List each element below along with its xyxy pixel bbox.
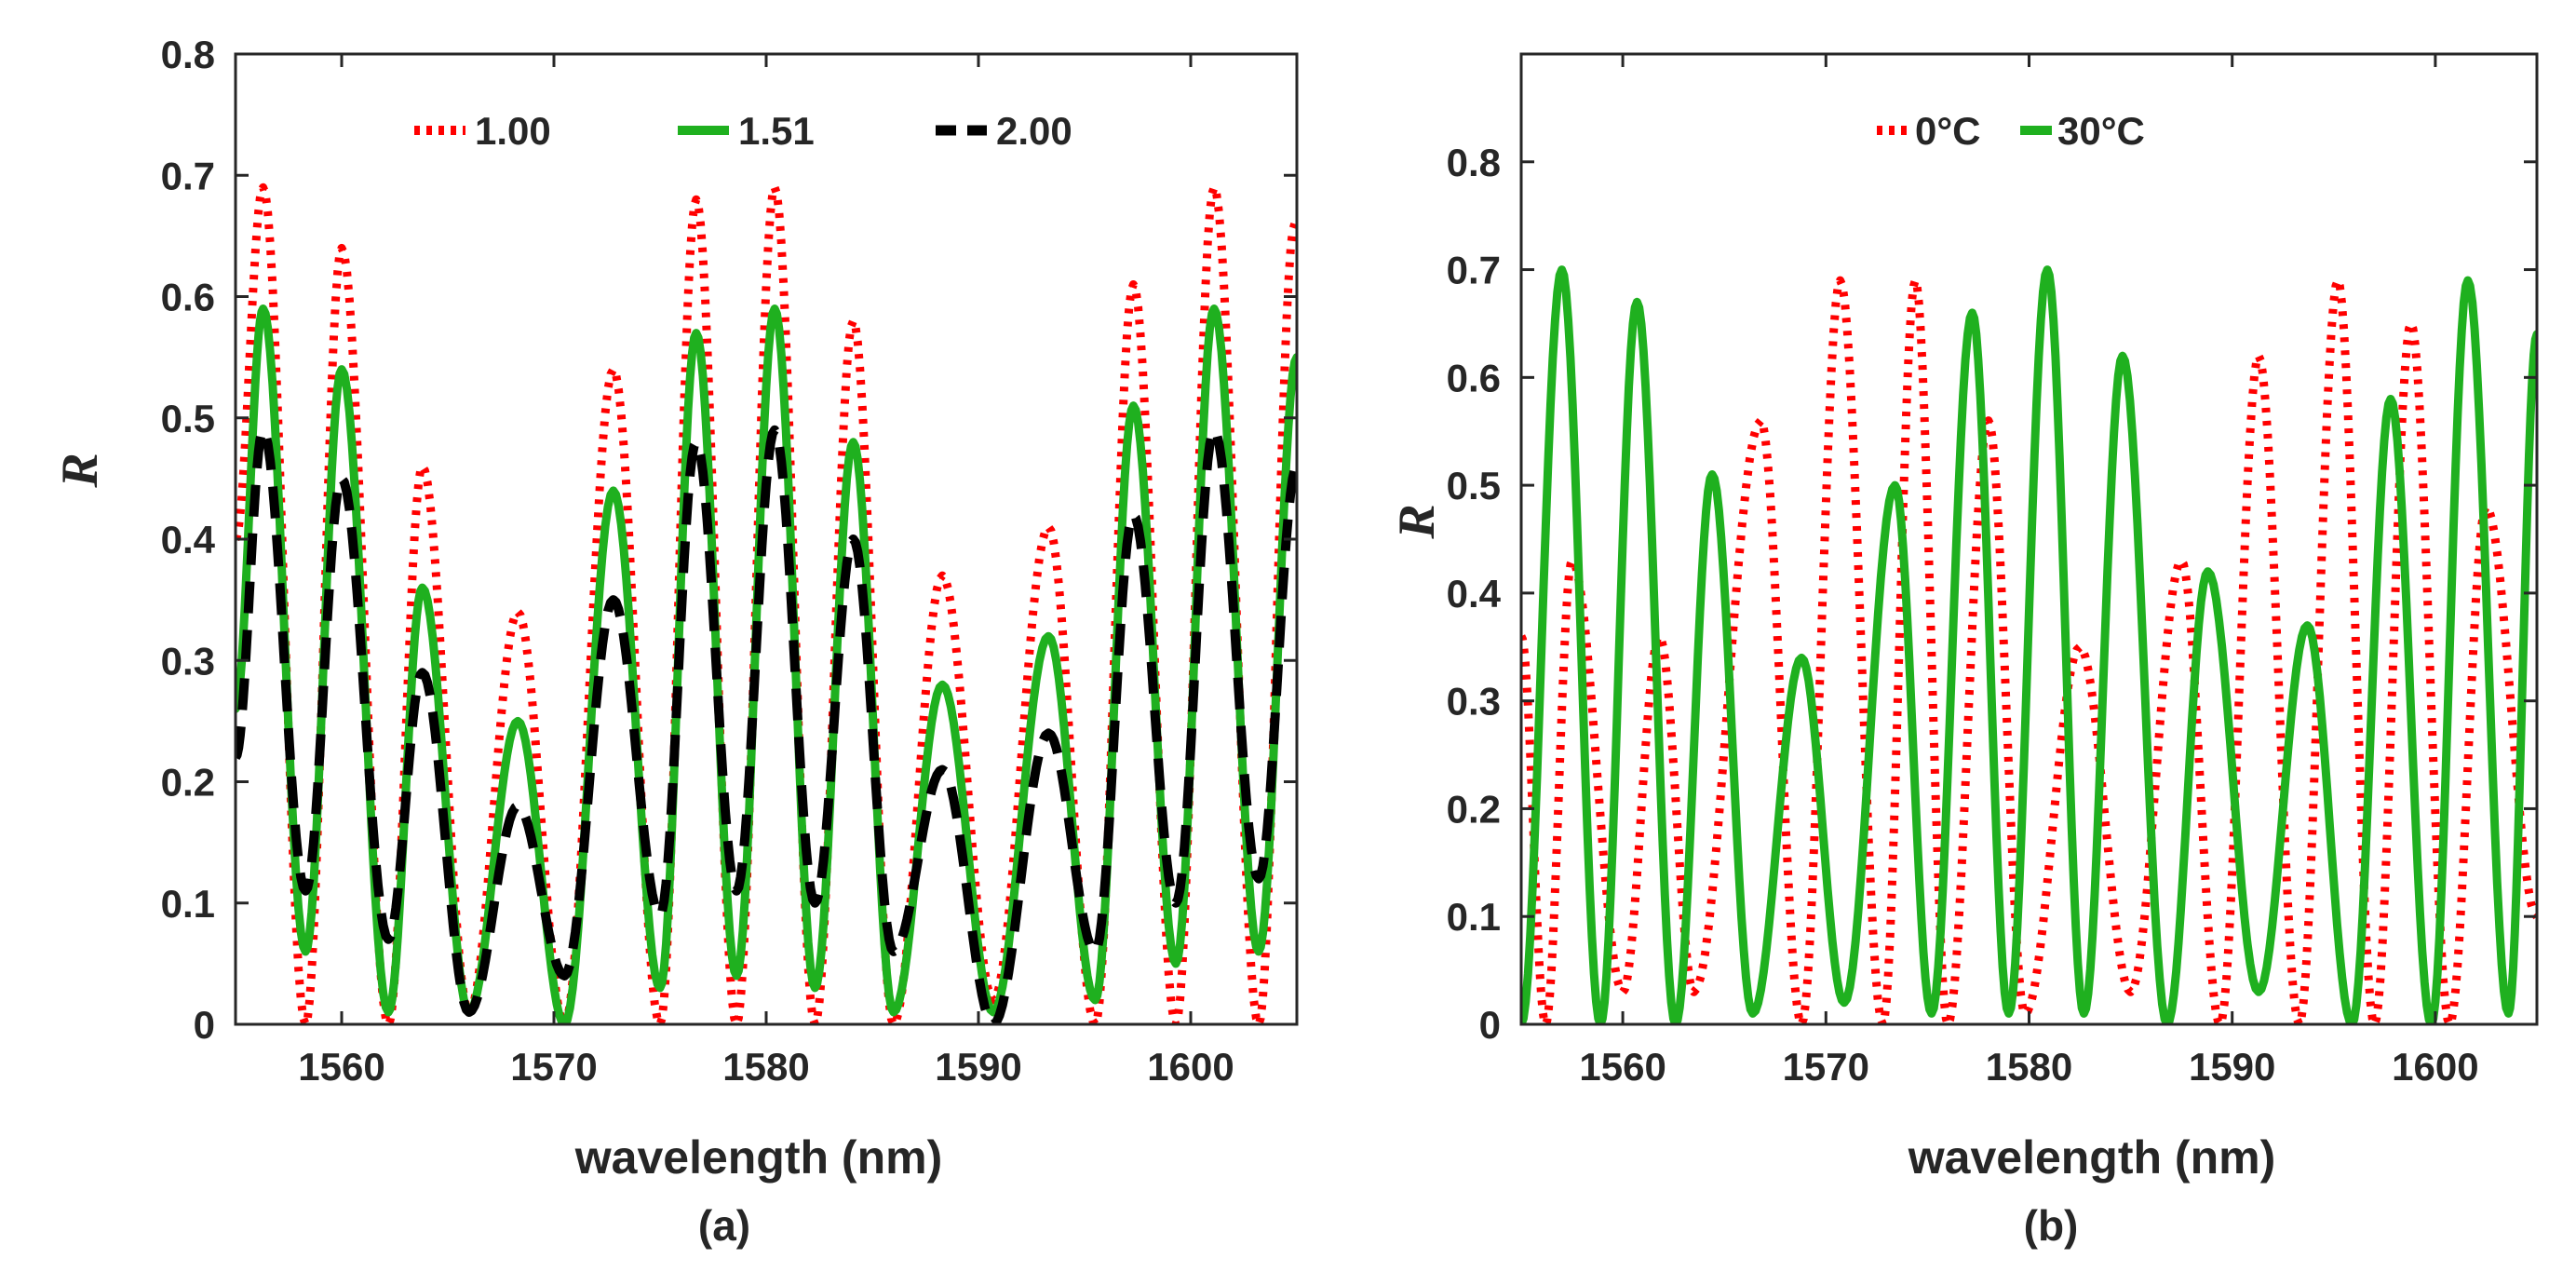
panel-a-ytick-label: 0.3: [161, 639, 215, 683]
panel-b-xtick-label: 1600: [2392, 1045, 2478, 1089]
panel-a-legend-label-1: 1.00: [475, 109, 551, 153]
panel-b-ticks: 1560 1570 1580 1590 1600 0 0.1 0.2 0.3 0.4 0.5 0.6 0…: [1447, 54, 2537, 1089]
panel-a-ytick-label: 0: [194, 1003, 215, 1047]
panel-a-ytick-label: 0.8: [161, 33, 215, 76]
panel-a-xlabel: wavelength (nm): [574, 1131, 942, 1184]
panel-b-legend: 0°C 30°C: [1877, 109, 2145, 153]
panel-b-xtick-label: 1560: [1579, 1045, 1666, 1089]
panel-a-xtick-label: 1600: [1147, 1045, 1234, 1089]
panel-b-xlabel: wavelength (nm): [1908, 1131, 2275, 1184]
panel-b-ytick-label: 0.5: [1447, 464, 1501, 507]
panel-b-series-2-line: [1521, 265, 2537, 1024]
panel-a-ylabel: R: [51, 453, 109, 488]
panel-a-ytick-label: 0.4: [161, 518, 216, 562]
panel-a-series-3-line: [236, 425, 1297, 1024]
panel-a-ytick-label: 0.7: [161, 154, 215, 197]
panel-b-ytick-label: 0.3: [1447, 680, 1501, 724]
panel-b-ytick-label: 0.4: [1447, 572, 1502, 616]
panel-b-ytick-label: 0.1: [1447, 895, 1501, 939]
panel-b-xtick-label: 1590: [2189, 1045, 2275, 1089]
panel-b-ytick-label: 0.6: [1447, 356, 1501, 399]
panel-b-xtick-label: 1570: [1783, 1045, 1869, 1089]
panel-a-xtick-label: 1560: [298, 1045, 384, 1089]
panel-b-ytick-label: 0.2: [1447, 787, 1501, 831]
panel-b-ytick-label: 0.8: [1447, 141, 1501, 184]
panel-b-ytick-label: 0.7: [1447, 249, 1501, 292]
panel-a-ytick-label: 0.6: [161, 276, 215, 319]
panel-a-legend: 1.00 1.51 2.00: [414, 109, 1072, 153]
panel-a-caption: (a): [698, 1201, 750, 1250]
panel-b-caption: (b): [2024, 1201, 2079, 1250]
panel-b-xtick-label: 1580: [1986, 1045, 2072, 1089]
panel-b-legend-label-1: 0°C: [1915, 109, 1981, 153]
panel-a-ticks: 1560 1570 1580 1590 1600 0 0.1 0.2 0.3 0.4 0.5 0.6 0…: [161, 33, 1297, 1089]
panel-a-ytick-label: 0.1: [161, 882, 215, 926]
panel-a-xtick-label: 1580: [722, 1045, 809, 1089]
panel-a-ytick-label: 0.5: [161, 397, 215, 440]
panel-b-ylabel: R: [1388, 504, 1446, 539]
panel-a-legend-label-3: 2.00: [996, 109, 1072, 153]
panel-a-xtick-label: 1570: [510, 1045, 597, 1089]
panel-a-series-layer: [236, 183, 1297, 1024]
panel-b-series-layer: [1521, 265, 2537, 1024]
panel-a: 1560 1570 1580 1590 1600 0 0.1 0.2 0.3 0.4 0.5 0.6 0…: [51, 33, 1299, 1250]
panel-b-ytick-label: 0: [1479, 1003, 1501, 1047]
panel-b: 1560 1570 1580 1590 1600 0 0.1 0.2 0.3 0.4 0.5 0.6 0…: [1388, 52, 2539, 1250]
panel-a-ytick-label: 0.2: [161, 761, 215, 805]
panel-a-xtick-label: 1590: [935, 1045, 1021, 1089]
panel-a-legend-label-2: 1.51: [738, 109, 815, 153]
panel-b-legend-label-2: 30°C: [2057, 109, 2145, 153]
